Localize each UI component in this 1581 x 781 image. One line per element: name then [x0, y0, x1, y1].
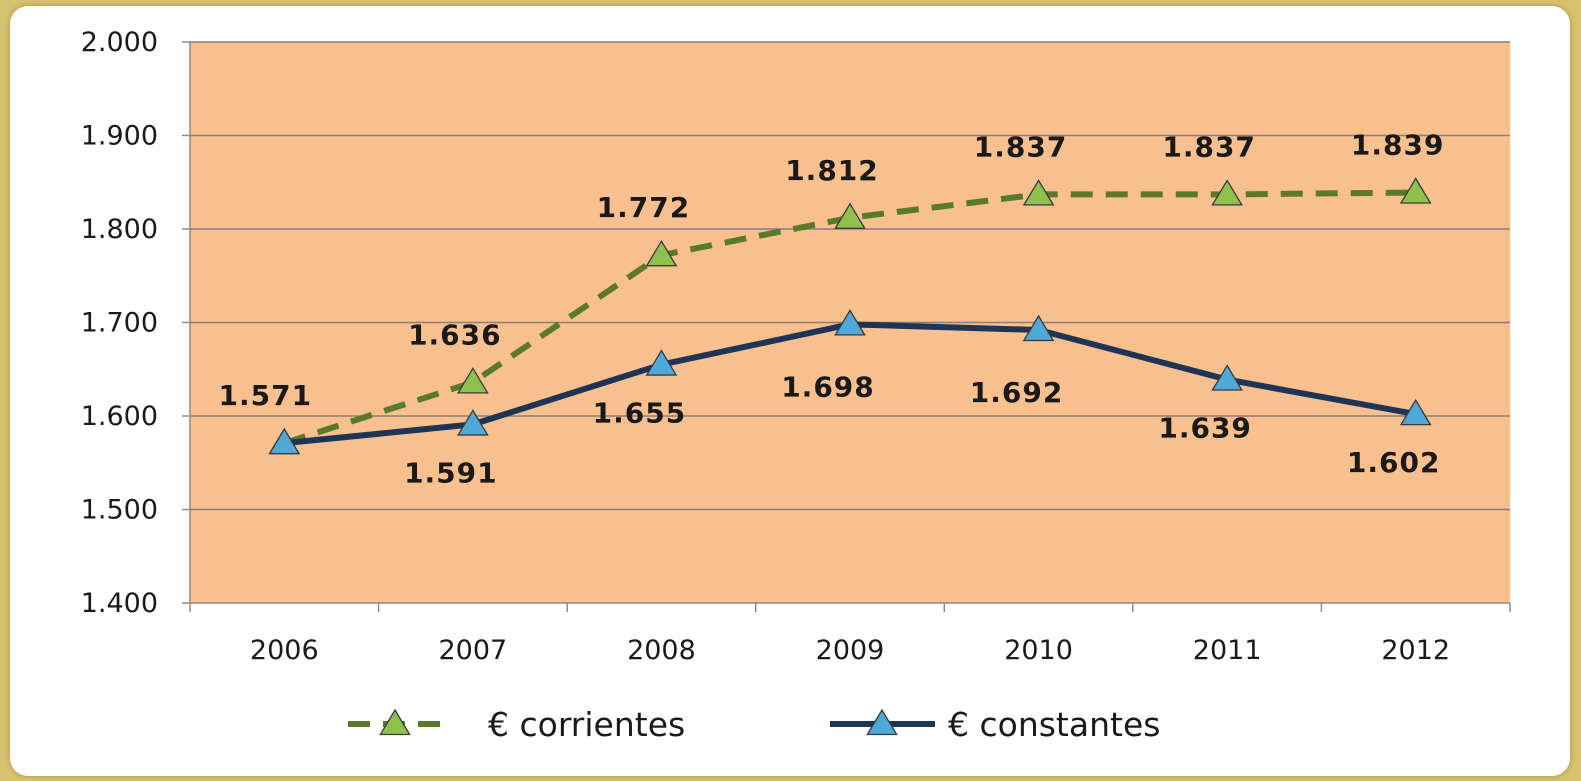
data-point-marker	[1022, 179, 1055, 206]
legend-label: € corrientes	[488, 705, 685, 744]
data-point-marker	[1399, 398, 1432, 426]
x-tick-label: 2010	[1004, 635, 1073, 666]
data-point-marker	[457, 409, 489, 436]
x-tick-label: 2008	[627, 635, 696, 666]
data-label: 1.837	[1162, 130, 1256, 163]
legend: € corrientes € constantes	[348, 705, 1160, 744]
data-point-marker	[268, 427, 301, 455]
legend-label: € constantes	[948, 705, 1160, 744]
y-tick-label: 1.500	[81, 495, 158, 526]
data-point-marker	[1399, 177, 1432, 204]
data-label: 1.639	[1158, 412, 1252, 445]
data-point-marker	[834, 309, 866, 336]
line-chart: 1.400 1.500 1.600 1.700 1.800 1.900 2.000 2006 2…	[81, 27, 1511, 744]
data-label: 1.591	[404, 456, 498, 489]
x-tick-label: 2007	[438, 635, 507, 666]
data-labels: 1.571 1.636 1.772 1.812 1.837 1.837 1.839 1.591…	[218, 129, 1445, 490]
x-tick-label: 2012	[1381, 635, 1450, 666]
data-label: 1.636	[408, 318, 502, 351]
data-label: 1.812	[785, 154, 879, 187]
data-label: 1.602	[1347, 446, 1441, 479]
data-label: 1.692	[970, 376, 1064, 409]
data-point-marker	[834, 202, 866, 229]
axes: 1.400 1.500 1.600 1.700 1.800 1.900 2.000 2006 2…	[81, 27, 1511, 666]
legend-swatch-marker	[866, 708, 898, 736]
data-label: 1.655	[593, 397, 687, 430]
data-point-marker	[1211, 364, 1243, 391]
data-label: 1.837	[974, 130, 1068, 163]
y-tick-label: 1.600	[81, 401, 158, 432]
chart-frame: 1.400 1.500 1.600 1.700 1.800 1.900 2.000 2006 2…	[10, 6, 1570, 776]
legend-swatch-marker	[379, 708, 411, 736]
data-point-marker	[645, 239, 678, 267]
y-tick-label: 2.000	[81, 27, 158, 58]
data-point-marker	[457, 367, 489, 394]
data-point-marker	[1211, 179, 1243, 206]
y-tick-label: 1.400	[81, 588, 158, 619]
y-tick-label: 1.800	[81, 214, 158, 245]
data-point-marker	[645, 349, 678, 376]
data-point-marker	[1022, 314, 1055, 342]
data-label: 1.698	[781, 370, 875, 403]
data-label: 1.839	[1351, 129, 1445, 162]
y-tick-label: 1.700	[81, 308, 158, 339]
series	[268, 177, 1432, 455]
y-tick-label: 1.900	[81, 121, 158, 152]
x-tick-label: 2011	[1193, 635, 1262, 666]
x-tick-label: 2009	[816, 635, 885, 666]
x-tick-label: 2006	[250, 635, 319, 666]
data-label: 1.571	[218, 379, 312, 412]
data-label: 1.772	[597, 191, 691, 224]
